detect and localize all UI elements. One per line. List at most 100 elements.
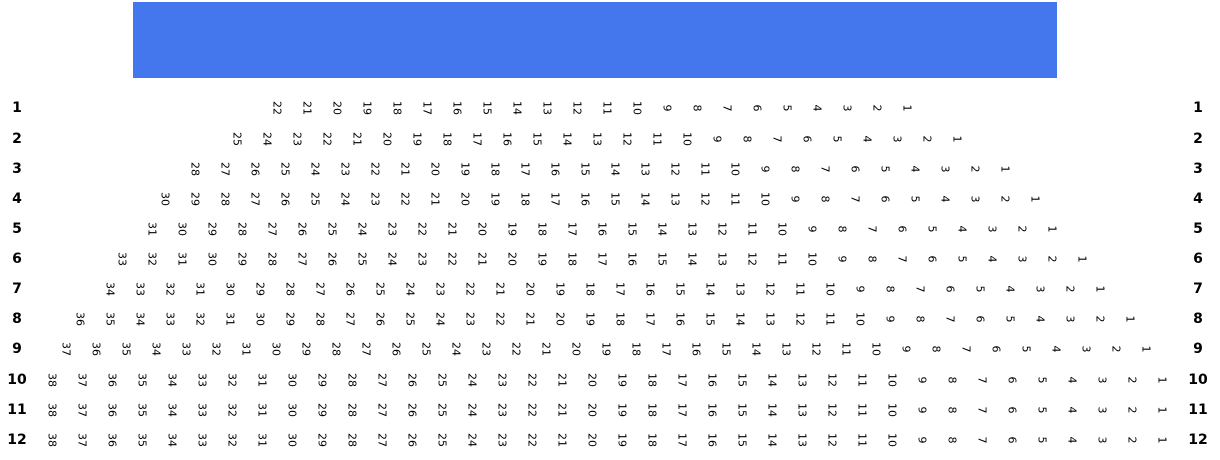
seat[interactable]: 10 xyxy=(775,222,789,236)
seat[interactable]: 15 xyxy=(530,132,544,146)
seat[interactable]: 6 xyxy=(750,104,764,112)
seat[interactable]: 16 xyxy=(705,373,719,387)
seat[interactable]: 4 xyxy=(908,165,922,173)
seat[interactable]: 17 xyxy=(518,162,532,176)
seat[interactable]: 21 xyxy=(555,403,569,417)
seat[interactable]: 21 xyxy=(539,342,553,356)
seat[interactable]: 10 xyxy=(680,132,694,146)
seat[interactable]: 9 xyxy=(788,195,802,203)
seat[interactable]: 5 xyxy=(1019,345,1033,353)
seat[interactable]: 2 xyxy=(1015,225,1029,233)
seat[interactable]: 24 xyxy=(355,222,369,236)
seat[interactable]: 11 xyxy=(650,132,664,146)
seat[interactable]: 24 xyxy=(260,132,274,146)
seat[interactable]: 10 xyxy=(885,373,899,387)
seat[interactable]: 24 xyxy=(465,403,479,417)
seat[interactable]: 24 xyxy=(465,433,479,447)
seat[interactable]: 15 xyxy=(480,101,494,115)
seat[interactable]: 5 xyxy=(955,255,969,263)
seat[interactable]: 20 xyxy=(505,252,519,266)
seat[interactable]: 16 xyxy=(705,403,719,417)
seat[interactable]: 5 xyxy=(973,285,987,293)
seat[interactable]: 26 xyxy=(248,162,262,176)
seat[interactable]: 3 xyxy=(985,225,999,233)
seat[interactable]: 10 xyxy=(869,342,883,356)
seat[interactable]: 2 xyxy=(998,195,1012,203)
seat[interactable]: 26 xyxy=(325,252,339,266)
seat[interactable]: 7 xyxy=(895,255,909,263)
seat[interactable]: 20 xyxy=(458,192,472,206)
seat[interactable]: 6 xyxy=(800,135,814,143)
seat[interactable]: 29 xyxy=(205,222,219,236)
seat[interactable]: 22 xyxy=(415,222,429,236)
seat[interactable]: 15 xyxy=(703,312,717,326)
seat[interactable]: 11 xyxy=(600,101,614,115)
seat[interactable]: 34 xyxy=(149,342,163,356)
seat[interactable]: 6 xyxy=(848,165,862,173)
seat[interactable]: 18 xyxy=(565,252,579,266)
seat[interactable]: 36 xyxy=(105,433,119,447)
seat[interactable]: 28 xyxy=(345,373,359,387)
seat[interactable]: 33 xyxy=(195,403,209,417)
seat[interactable]: 22 xyxy=(320,132,334,146)
seat[interactable]: 25 xyxy=(325,222,339,236)
seat[interactable]: 9 xyxy=(660,104,674,112)
seat[interactable]: 32 xyxy=(193,312,207,326)
seat[interactable]: 13 xyxy=(763,312,777,326)
seat[interactable]: 17 xyxy=(565,222,579,236)
seat[interactable]: 28 xyxy=(188,162,202,176)
seat[interactable]: 1 xyxy=(1075,255,1089,263)
seat[interactable]: 27 xyxy=(375,433,389,447)
seat[interactable]: 26 xyxy=(373,312,387,326)
seat[interactable]: 19 xyxy=(553,282,567,296)
seat[interactable]: 9 xyxy=(883,315,897,323)
seat[interactable]: 18 xyxy=(645,373,659,387)
seat[interactable]: 18 xyxy=(518,192,532,206)
seat[interactable]: 35 xyxy=(103,312,117,326)
seat[interactable]: 4 xyxy=(1049,345,1063,353)
seat[interactable]: 29 xyxy=(299,342,313,356)
seat[interactable]: 17 xyxy=(420,101,434,115)
seat[interactable]: 6 xyxy=(943,285,957,293)
seat[interactable]: 14 xyxy=(638,192,652,206)
seat[interactable]: 30 xyxy=(269,342,283,356)
seat[interactable]: 1 xyxy=(1155,376,1169,384)
seat[interactable]: 9 xyxy=(710,135,724,143)
seat[interactable]: 20 xyxy=(330,101,344,115)
seat[interactable]: 22 xyxy=(463,282,477,296)
seat[interactable]: 18 xyxy=(629,342,643,356)
seat[interactable]: 28 xyxy=(283,282,297,296)
seat[interactable]: 7 xyxy=(770,135,784,143)
seat[interactable]: 10 xyxy=(758,192,772,206)
seat[interactable]: 6 xyxy=(989,345,1003,353)
seat[interactable]: 1 xyxy=(1045,225,1059,233)
seat[interactable]: 3 xyxy=(1095,406,1109,414)
seat[interactable]: 12 xyxy=(763,282,777,296)
seat[interactable]: 8 xyxy=(945,436,959,444)
seat[interactable]: 25 xyxy=(435,433,449,447)
seat[interactable]: 8 xyxy=(945,376,959,384)
seat[interactable]: 13 xyxy=(540,101,554,115)
seat[interactable]: 5 xyxy=(830,135,844,143)
seat[interactable]: 21 xyxy=(398,162,412,176)
seat[interactable]: 13 xyxy=(685,222,699,236)
seat[interactable]: 21 xyxy=(350,132,364,146)
seat[interactable]: 21 xyxy=(555,433,569,447)
seat[interactable]: 33 xyxy=(195,433,209,447)
seat[interactable]: 29 xyxy=(315,433,329,447)
seat[interactable]: 25 xyxy=(308,192,322,206)
seat[interactable]: 33 xyxy=(179,342,193,356)
seat[interactable]: 1 xyxy=(1155,406,1169,414)
seat[interactable]: 19 xyxy=(410,132,424,146)
seat[interactable]: 19 xyxy=(599,342,613,356)
seat[interactable]: 22 xyxy=(525,433,539,447)
seat[interactable]: 30 xyxy=(253,312,267,326)
seat[interactable]: 4 xyxy=(985,255,999,263)
seat[interactable]: 9 xyxy=(915,376,929,384)
seat[interactable]: 32 xyxy=(225,403,239,417)
seat[interactable]: 7 xyxy=(848,195,862,203)
seat[interactable]: 7 xyxy=(975,406,989,414)
seat[interactable]: 32 xyxy=(225,433,239,447)
seat[interactable]: 28 xyxy=(345,403,359,417)
seat[interactable]: 12 xyxy=(570,101,584,115)
